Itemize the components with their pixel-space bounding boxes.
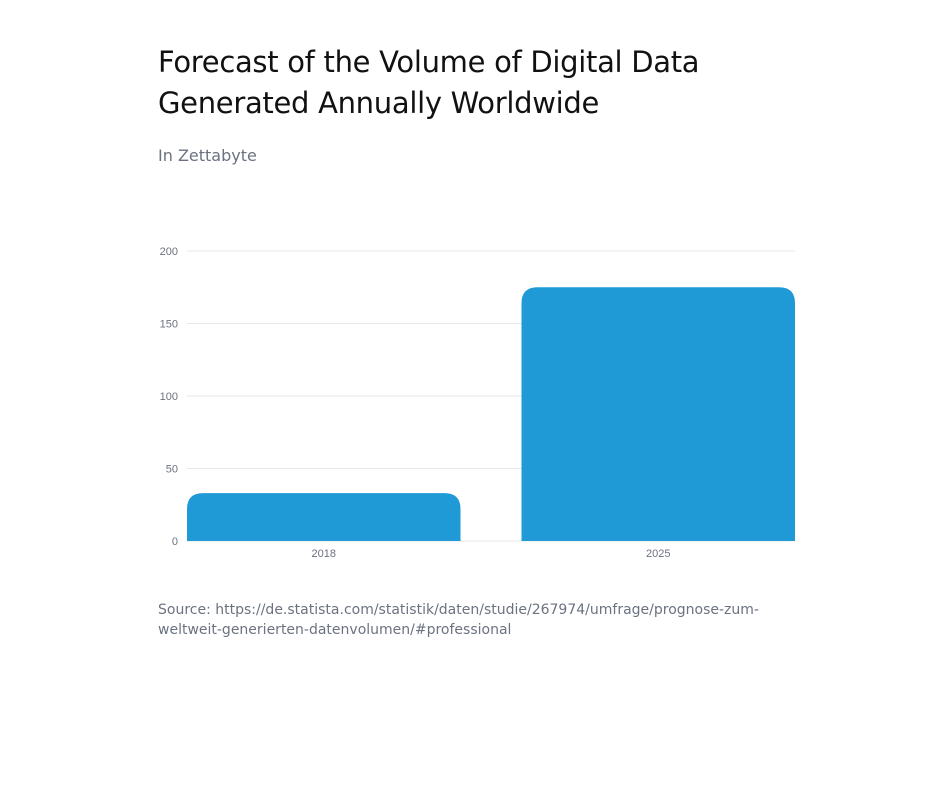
y-tick-label: 50 (166, 464, 178, 476)
bar-2025 (521, 287, 795, 541)
x-tick-label: 2018 (312, 548, 336, 560)
y-tick-label: 200 (160, 246, 178, 258)
chart-subtitle: In Zettabyte (158, 146, 257, 165)
bar-2018 (187, 493, 461, 541)
source-note: Source: https://de.statista.com/statisti… (158, 602, 759, 638)
y-tick-label: 150 (160, 319, 178, 331)
y-tick-label: 100 (160, 391, 178, 403)
x-axis-ticks: 2018 2025 (312, 548, 671, 560)
bars (187, 287, 795, 541)
x-tick-label: 2025 (646, 548, 670, 560)
y-tick-label: 0 (172, 536, 178, 548)
chart-title: Forecast of the Volume of Digital Data G… (158, 45, 700, 120)
y-axis-ticks: 0 50 100 150 200 (160, 246, 178, 548)
